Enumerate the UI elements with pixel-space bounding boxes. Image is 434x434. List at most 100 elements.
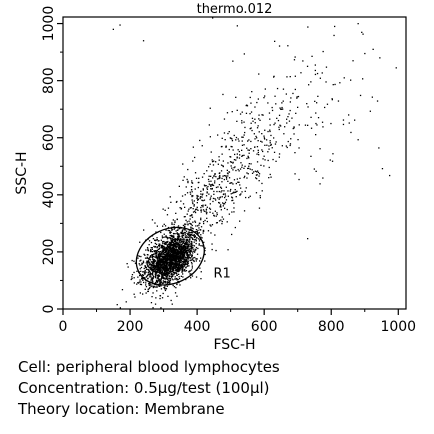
data-point (192, 244, 194, 246)
data-point (222, 160, 224, 162)
data-point (178, 264, 180, 266)
data-point (180, 250, 182, 252)
data-point (175, 242, 177, 245)
data-point (307, 124, 309, 126)
data-point (145, 292, 147, 294)
data-point (159, 297, 161, 300)
data-point (148, 259, 150, 261)
gate-r1: R1 (135, 226, 231, 286)
data-point (167, 274, 169, 277)
data-point (276, 87, 279, 90)
data-point (174, 246, 176, 248)
data-point (173, 249, 175, 252)
data-point (249, 113, 251, 115)
data-point (233, 207, 235, 209)
data-point (264, 144, 266, 146)
data-point (165, 278, 167, 280)
data-point (246, 157, 248, 160)
data-point (192, 228, 194, 230)
data-point (203, 173, 205, 175)
data-point (218, 190, 220, 193)
data-point (231, 138, 233, 140)
data-point (189, 215, 191, 217)
data-point (231, 196, 233, 198)
data-point (147, 265, 149, 267)
data-point (206, 170, 208, 172)
data-point (185, 249, 187, 251)
data-point (159, 271, 161, 274)
data-point (142, 40, 145, 42)
data-point (172, 269, 174, 271)
data-point (269, 140, 271, 142)
data-point (160, 231, 162, 234)
data-point (163, 247, 165, 249)
data-point (150, 273, 152, 275)
data-point (231, 199, 233, 202)
data-point (152, 285, 154, 287)
data-point (146, 260, 149, 262)
data-point (168, 261, 170, 263)
data-point (165, 229, 167, 231)
data-point (258, 114, 260, 116)
data-point (202, 209, 205, 211)
data-point (187, 245, 189, 247)
data-point (164, 246, 166, 248)
data-point (348, 114, 350, 116)
data-point (177, 237, 179, 240)
data-point (362, 33, 364, 35)
data-point (158, 264, 160, 266)
data-point (190, 233, 192, 236)
data-point (176, 200, 178, 203)
data-point (190, 273, 192, 275)
data-point (223, 175, 226, 177)
chart-title: thermo.012 (197, 2, 273, 17)
data-point (219, 176, 221, 178)
data-point (164, 225, 167, 227)
data-point (175, 245, 178, 247)
data-point (228, 148, 230, 151)
data-point (156, 272, 158, 274)
data-point (310, 116, 312, 118)
data-point (278, 45, 281, 47)
data-point (166, 241, 168, 243)
data-point (222, 175, 224, 177)
data-point (156, 266, 158, 268)
data-point (239, 113, 242, 115)
data-point (206, 220, 208, 223)
data-point (186, 256, 188, 258)
data-point (214, 173, 216, 175)
data-point (157, 274, 159, 276)
data-point (192, 211, 195, 213)
data-point (199, 229, 201, 231)
data-point (324, 106, 326, 109)
data-point (246, 172, 248, 174)
data-point (381, 168, 384, 170)
data-point (285, 93, 287, 95)
data-point (228, 171, 231, 173)
data-point (174, 292, 177, 294)
data-point (186, 260, 188, 262)
data-point (254, 146, 256, 148)
y-tick-label-200: 200 (41, 239, 57, 266)
data-point (164, 289, 167, 292)
data-point (250, 127, 252, 129)
data-point (161, 250, 163, 252)
data-point (223, 190, 225, 192)
data-point (202, 232, 204, 234)
data-point (285, 145, 287, 147)
data-point (188, 208, 190, 210)
data-point (183, 238, 185, 241)
data-point (187, 242, 189, 245)
data-point (251, 172, 254, 174)
data-point (225, 175, 227, 177)
data-point (176, 259, 178, 261)
data-point (202, 189, 204, 191)
data-point (172, 242, 174, 244)
data-point (179, 269, 181, 271)
data-point (166, 265, 168, 267)
data-point (164, 282, 166, 284)
data-point (151, 279, 154, 281)
data-point (247, 140, 249, 142)
data-point (163, 271, 166, 273)
data-point (164, 267, 166, 269)
